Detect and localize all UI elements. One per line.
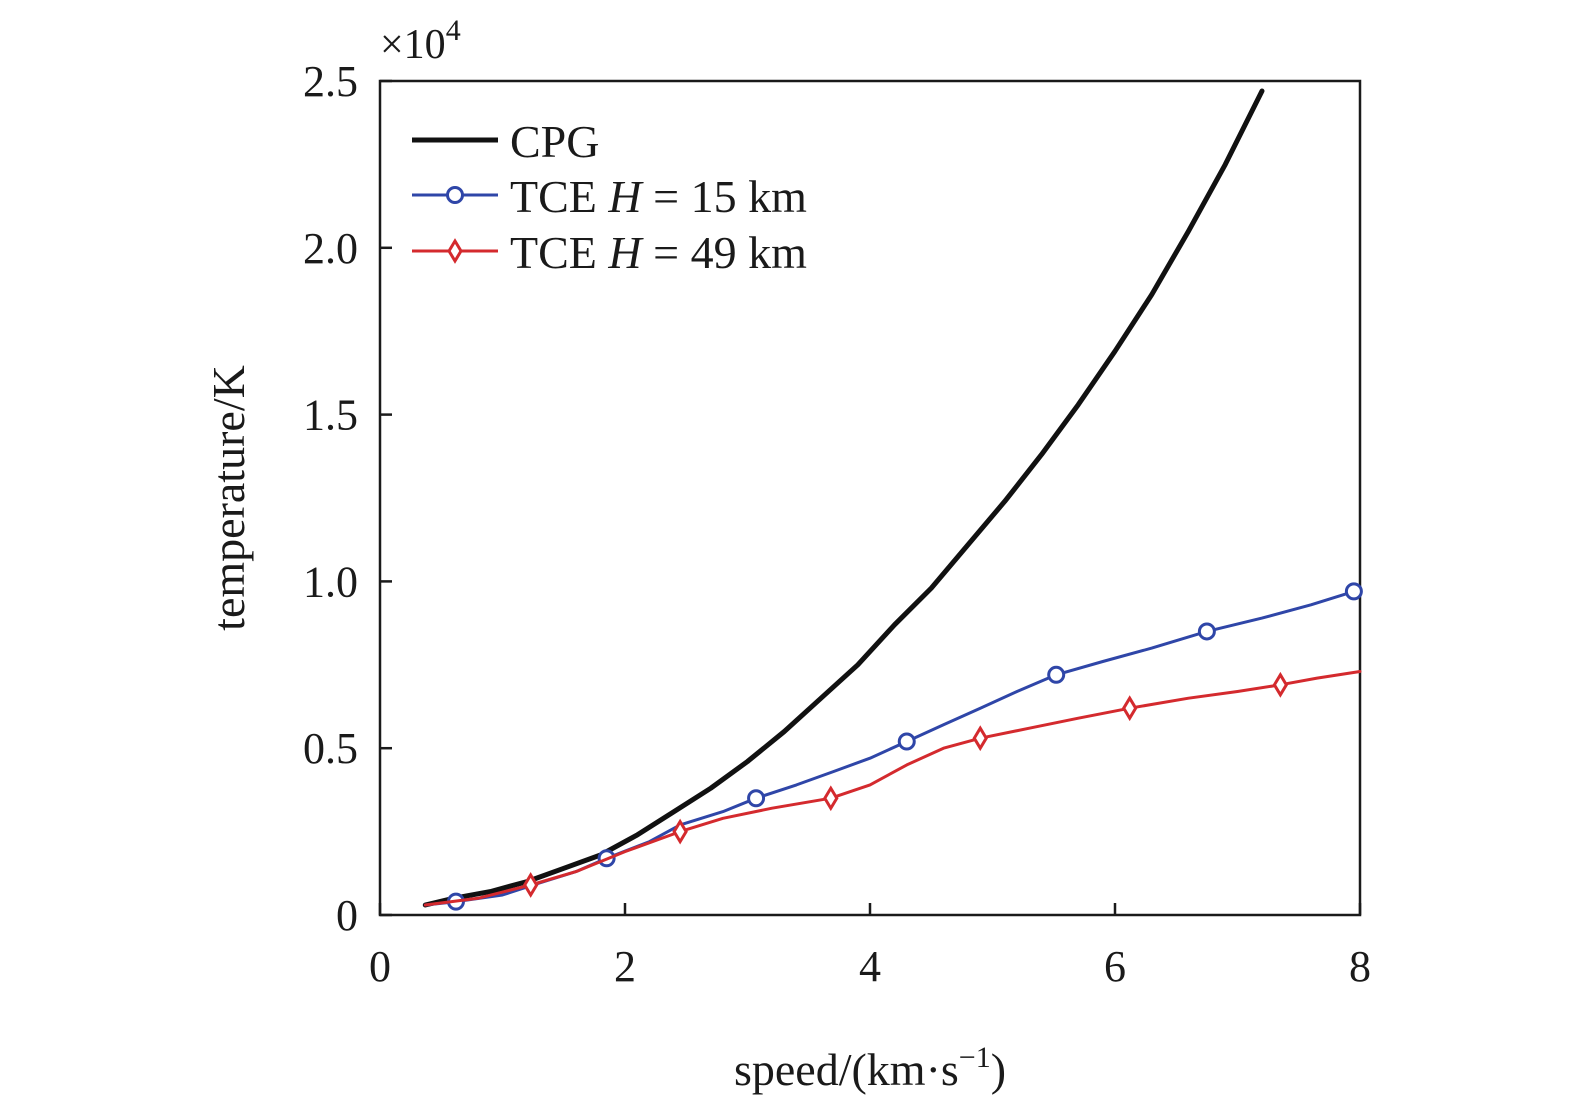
x-axis-label: speed/(km·s−1) xyxy=(734,1041,1006,1095)
legend-label-tce-49: TCE H = 49 km xyxy=(510,227,807,278)
y-multiplier-exponent: 4 xyxy=(446,14,461,47)
series-line-tce-49 xyxy=(423,670,1362,907)
x-axis-label-main: speed/(km·s xyxy=(734,1044,959,1095)
data-point-tce-15 xyxy=(897,732,916,751)
y-tick-label: 0 xyxy=(336,891,358,940)
x-tick-label: 4 xyxy=(859,942,881,991)
legend-marker-tce-49 xyxy=(447,238,463,264)
y-tick-label: 2.5 xyxy=(303,57,358,106)
y-tick-label: 2.0 xyxy=(303,224,358,273)
legend-label-tce-49-prefix: TCE xyxy=(510,227,608,278)
data-point-tce-15 xyxy=(1344,582,1363,601)
x-axis-label-tail: ) xyxy=(991,1044,1006,1095)
data-point-tce-49 xyxy=(972,725,988,752)
series-line-tce-15 xyxy=(423,589,1356,907)
ticks-layer: 0 2 4 6 8 0 0.5 1.0 1.5 2.0 2.5 xyxy=(303,57,1371,991)
series-line-cpg xyxy=(422,88,1265,908)
data-point-tce-15 xyxy=(1197,622,1216,641)
y-axis-label: temperature/K xyxy=(203,365,254,631)
legend: CPG TCE H = 15 km TCE H = 49 km xyxy=(412,116,807,278)
data-point-tce-49 xyxy=(1272,671,1289,698)
y-tick-label: 1.0 xyxy=(303,557,358,606)
data-point-tce-49 xyxy=(672,818,688,845)
legend-label-tce-49-suffix: = 49 km xyxy=(642,227,807,278)
legend-label-tce-49-var: H xyxy=(607,227,644,278)
series-layer xyxy=(422,88,1363,911)
legend-label-cpg: CPG xyxy=(510,116,599,167)
y-tick-label: 0.5 xyxy=(303,724,358,773)
x-tick-label: 0 xyxy=(369,942,391,991)
y-multiplier: ×104 xyxy=(380,14,461,68)
data-point-tce-15 xyxy=(1047,665,1066,684)
legend-label-tce-15: TCE H = 15 km xyxy=(510,171,807,222)
data-point-tce-49 xyxy=(522,872,539,898)
legend-label-tce-15-suffix: = 15 km xyxy=(642,171,807,222)
data-point-tce-15 xyxy=(747,789,766,808)
x-tick-label: 6 xyxy=(1104,942,1126,991)
x-tick-label: 8 xyxy=(1349,942,1371,991)
y-tick-label: 1.5 xyxy=(303,391,358,440)
y-multiplier-base: ×10 xyxy=(380,22,446,68)
legend-label-tce-15-prefix: TCE xyxy=(510,171,608,222)
data-point-tce-49 xyxy=(1121,695,1138,722)
x-tick-label: 2 xyxy=(614,942,636,991)
data-point-tce-49 xyxy=(823,785,839,812)
legend-label-tce-15-var: H xyxy=(607,171,644,222)
legend-marker-tce-15 xyxy=(446,186,464,204)
x-axis-label-sup: −1 xyxy=(959,1041,991,1074)
